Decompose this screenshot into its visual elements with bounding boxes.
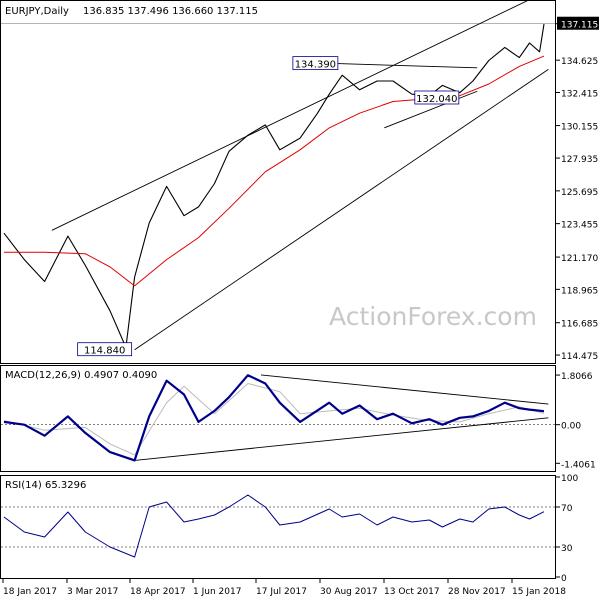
y-tick-label: 1.8066 (561, 372, 593, 382)
annotation-box (292, 56, 339, 71)
annotation-label: 134.390 (295, 60, 336, 71)
channel-lower-line (134, 68, 549, 351)
y-tick-label: 118.965 (561, 286, 598, 296)
resistance-line (337, 63, 478, 69)
x-tick-label: 28 Nov 2017 (448, 587, 506, 597)
y-tick-label: 121.170 (561, 254, 598, 264)
watermark: ActionForex.com (329, 302, 537, 331)
x-tick-label: 18 Jan 2017 (3, 587, 57, 597)
macd-panel-frame (0, 365, 556, 472)
annotation-box (77, 342, 133, 357)
macd-title: MACD(12,26,9) 0.4907 0.4090 (5, 370, 157, 381)
y-tick-label: 70 (561, 504, 573, 514)
moving-average-line (4, 55, 545, 287)
channel-upper-line (51, 0, 530, 231)
y-tick-label: 0.00 (561, 422, 581, 432)
macd-lower-trendline (134, 417, 549, 461)
y-tick-label: 137.115 (561, 21, 598, 31)
x-tick-label: 1 Jun 2017 (193, 587, 241, 597)
current-price-box (557, 16, 599, 30)
y-tick-label: 127.935 (561, 155, 598, 165)
price-panel-frame (0, 0, 556, 364)
x-tick-label: 13 Oct 2017 (384, 587, 440, 597)
annotation-box (414, 90, 460, 105)
chart-series (3, 23, 545, 558)
support-line (384, 90, 478, 129)
price-line (3, 23, 545, 348)
y-tick-label: 132.415 (561, 90, 598, 100)
y-tick-label: 123.455 (561, 221, 598, 231)
price-ohlc: 136.835 137.496 136.660 137.115 (83, 6, 258, 17)
y-tick-label: 100 (561, 474, 578, 484)
x-tick-label: 3 Mar 2017 (67, 587, 118, 597)
macd-upper-trendline (260, 374, 549, 405)
y-tick-label: 114.475 (561, 352, 598, 362)
x-tick-label: 15 Jan 2018 (512, 587, 566, 597)
y-tick-label: 116.685 (561, 320, 598, 330)
y-tick-label: 125.695 (561, 188, 598, 198)
rsi-panel-frame (0, 475, 556, 579)
x-tick-label: 18 Apr 2017 (130, 587, 186, 597)
y-tick-label: 0 (561, 574, 567, 584)
x-tick-label: 30 Aug 2017 (320, 587, 378, 597)
x-tick-label: 17 Jul 2017 (256, 587, 307, 597)
rsi-title: RSI(14) 65.3296 (5, 480, 86, 491)
y-tick-label: 130.155 (561, 123, 598, 133)
macd-signal-line (3, 383, 545, 456)
y-tick-label: 134.625 (561, 57, 598, 67)
annotation-label: 114.840 (84, 346, 125, 357)
annotation-label: 132.040 (416, 94, 457, 105)
chart-labels: 137.115 134.625 132.415 130.155 127.935 125.6… (2, 16, 599, 597)
y-tick-label: -1.4061 (561, 460, 596, 470)
rsi-line (3, 494, 545, 558)
chart-lines (1, 0, 555, 548)
price-title: EURJPY,Daily (5, 6, 69, 17)
y-tick-label: 30 (561, 544, 573, 554)
macd-line (3, 374, 545, 462)
